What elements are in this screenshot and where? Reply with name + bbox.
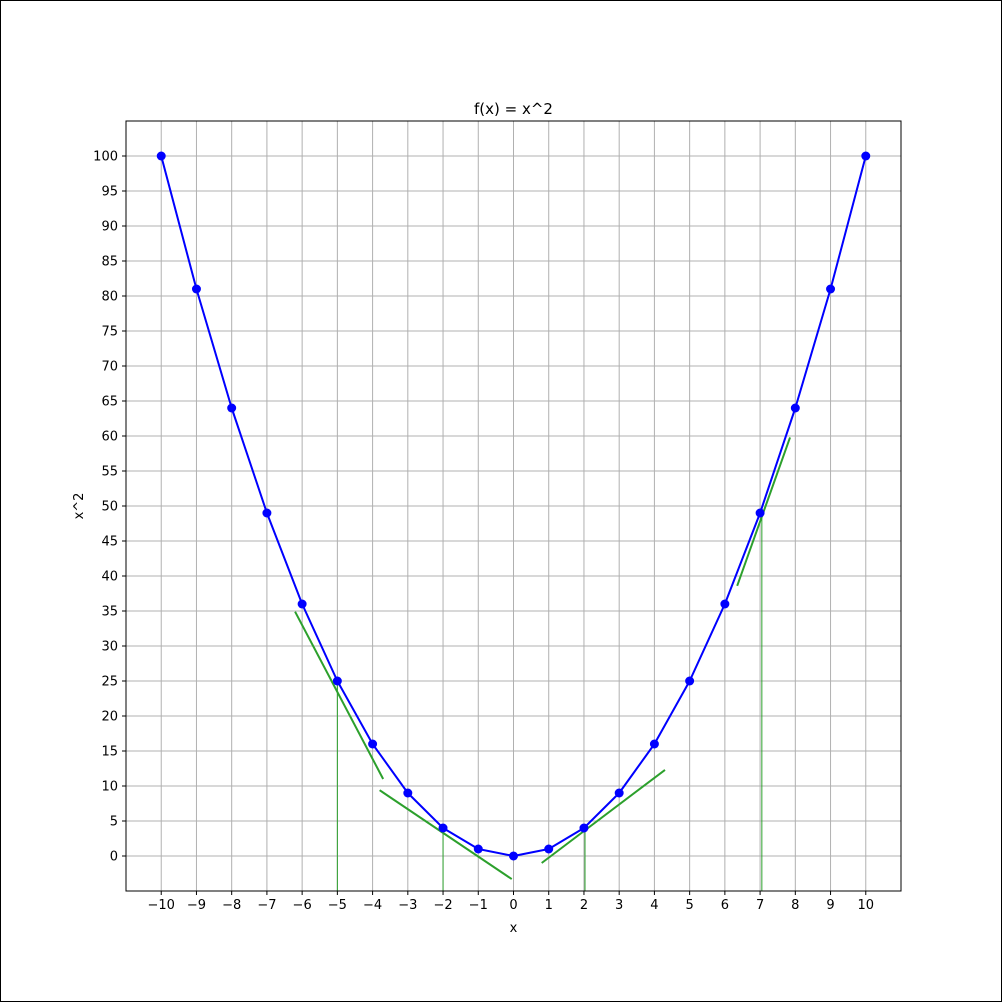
x-tick-label: −1 (469, 898, 488, 913)
data-point (509, 851, 518, 861)
x-tick-label: −6 (293, 898, 312, 913)
data-point (403, 788, 413, 798)
y-tick-label: 65 (101, 395, 118, 410)
x-tick-label: 0 (509, 898, 517, 913)
x-tick-label: −7 (257, 898, 276, 913)
y-tick-label: 85 (101, 255, 118, 270)
y-tick-label: 5 (110, 815, 118, 830)
data-point (861, 151, 871, 161)
y-tick-label: 70 (101, 360, 118, 375)
tangent-line (294, 611, 385, 780)
data-point (227, 403, 237, 413)
data-point (826, 284, 836, 294)
y-tick-label: 90 (101, 220, 118, 235)
x-tick-label: 1 (545, 898, 553, 913)
y-tick-label: 100 (93, 150, 118, 165)
tangent-drop-lines (336, 508, 763, 891)
x-tick-label: 4 (650, 898, 658, 913)
x-tick-label: 7 (756, 898, 764, 913)
x-tick-label: −10 (148, 898, 175, 913)
data-point (297, 599, 307, 609)
data-point (685, 676, 695, 686)
x-tick-label: 10 (857, 898, 874, 913)
x-tick-label: 6 (721, 898, 729, 913)
data-point (473, 844, 483, 854)
y-tick-label: 25 (101, 675, 118, 690)
y-axis-label: x^2 (72, 493, 87, 520)
x-tick-label: −8 (222, 898, 241, 913)
x-tick-label: −5 (328, 898, 347, 913)
x-tick-label: 9 (826, 898, 834, 913)
x-tick-label: 5 (685, 898, 693, 913)
y-tick-label: 45 (101, 535, 118, 550)
data-point (720, 599, 730, 609)
data-point (156, 151, 166, 161)
x-tick-label: −9 (187, 898, 206, 913)
y-tick-label: 40 (101, 570, 118, 585)
y-tick-label: 0 (110, 850, 118, 865)
y-tick-label: 80 (101, 290, 118, 305)
data-point (755, 508, 765, 518)
y-tick-label: 95 (101, 185, 118, 200)
y-axis-ticks: 0 5 10 15 20 25 30 35 40 45 50 55 60 65 70 75 80 85 90 95 10… (93, 150, 126, 865)
tangent-line (379, 789, 513, 880)
tangent-line (541, 769, 666, 864)
series (156, 151, 871, 861)
y-tick-label: 35 (101, 605, 118, 620)
x-tick-label: 3 (615, 898, 623, 913)
x-tick-label: −4 (363, 898, 382, 913)
data-point (579, 823, 589, 833)
data-point (544, 844, 554, 854)
y-tick-label: 10 (101, 780, 118, 795)
data-point (614, 788, 624, 798)
data-point (191, 284, 201, 294)
x-axis-ticks: −10 −9 −8 −7 −6 −5 −4 −3 −2 −1 0 1 2 3 4 5 6 7 8 9 10 (148, 891, 874, 913)
data-point (332, 676, 342, 686)
x-axis-label: x (510, 921, 518, 936)
data-point (262, 508, 272, 518)
y-tick-label: 15 (101, 745, 118, 760)
x-tick-label: −2 (433, 898, 452, 913)
y-tick-label: 75 (101, 325, 118, 340)
x-tick-label: 8 (791, 898, 799, 913)
x-tick-label: −3 (398, 898, 417, 913)
y-tick-label: 50 (101, 500, 118, 515)
data-point (438, 823, 448, 833)
chart-title: f(x) = x^2 (474, 100, 553, 118)
y-tick-label: 30 (101, 640, 118, 655)
x-tick-label: 2 (580, 898, 588, 913)
data-point (368, 739, 378, 749)
y-tick-label: 60 (101, 430, 118, 445)
y-tick-label: 55 (101, 465, 118, 480)
data-point (649, 739, 659, 749)
y-tick-label: 20 (101, 710, 118, 725)
data-point (790, 403, 800, 413)
